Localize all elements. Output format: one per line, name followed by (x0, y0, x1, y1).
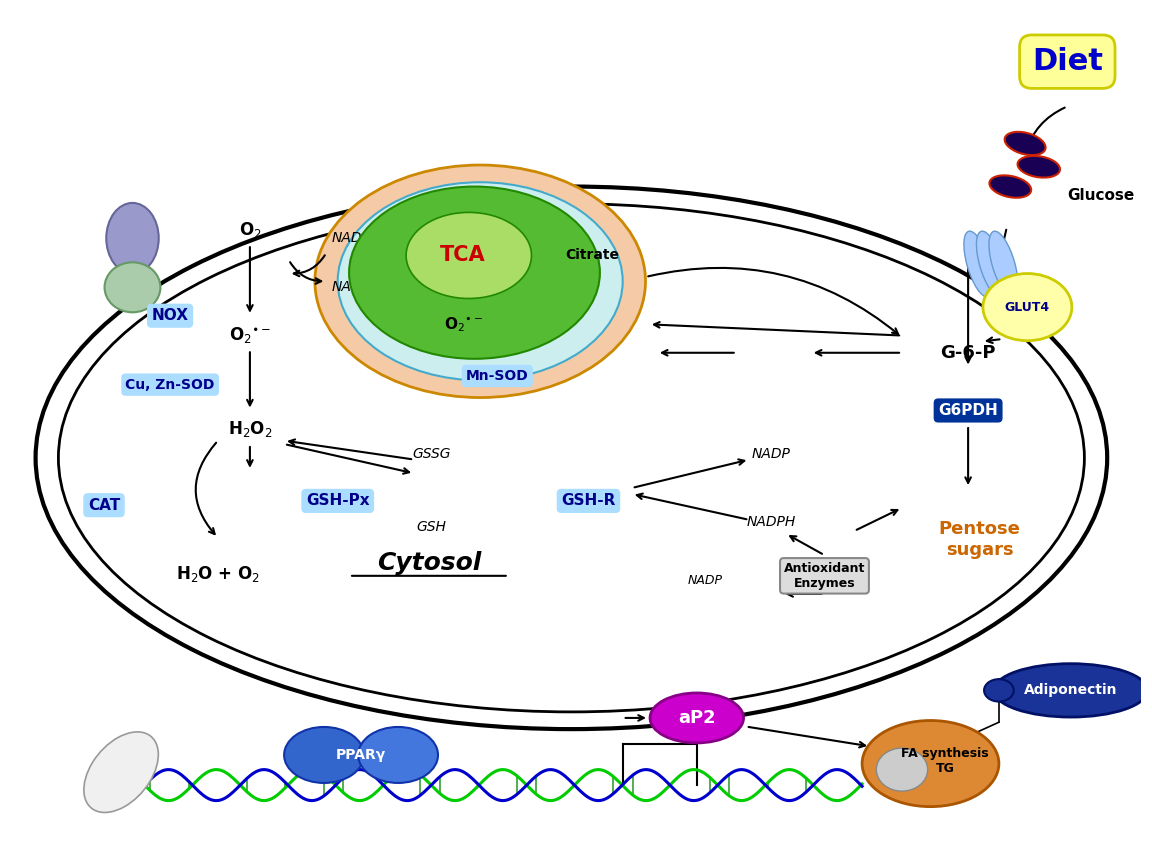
Ellipse shape (1005, 132, 1046, 156)
Text: H$_2$O$_2$: H$_2$O$_2$ (228, 419, 272, 440)
Ellipse shape (977, 232, 1006, 297)
Text: GSH-R: GSH-R (561, 493, 615, 508)
Text: Mn-SOD: Mn-SOD (465, 369, 529, 383)
Text: Cu, Zn-SOD: Cu, Zn-SOD (126, 378, 214, 391)
Text: G6PDH: G6PDH (938, 403, 998, 418)
Text: Antioxidant
Enzymes: Antioxidant Enzymes (783, 562, 865, 590)
Text: Glucose: Glucose (1067, 187, 1135, 203)
Text: PPARγ: PPARγ (335, 748, 386, 762)
Text: G-6-P: G-6-P (940, 344, 995, 362)
Circle shape (984, 679, 1014, 702)
Ellipse shape (358, 727, 438, 783)
Text: NADP: NADP (332, 280, 371, 295)
Text: GSH-Px: GSH-Px (306, 493, 370, 508)
Text: NADPH: NADPH (746, 516, 796, 530)
Text: O$_2$$^{\bullet-}$: O$_2$$^{\bullet-}$ (444, 315, 483, 334)
Ellipse shape (983, 274, 1071, 340)
Text: GSH: GSH (416, 520, 446, 534)
Ellipse shape (84, 732, 158, 812)
Ellipse shape (349, 187, 600, 359)
Text: NADP: NADP (751, 447, 790, 461)
Ellipse shape (105, 263, 160, 312)
Text: O$_2$: O$_2$ (238, 219, 262, 239)
Ellipse shape (314, 165, 645, 397)
Text: GLUT4: GLUT4 (1005, 301, 1049, 314)
Text: CAT: CAT (88, 498, 120, 512)
Ellipse shape (407, 213, 531, 298)
Ellipse shape (964, 232, 993, 297)
Ellipse shape (862, 721, 999, 807)
Text: FA synthesis
TG: FA synthesis TG (902, 747, 990, 775)
Ellipse shape (990, 175, 1031, 198)
Ellipse shape (338, 182, 623, 380)
Ellipse shape (1017, 156, 1060, 178)
Ellipse shape (285, 727, 364, 783)
Text: TCA: TCA (440, 245, 486, 264)
Text: Cytosol: Cytosol (377, 551, 482, 575)
Text: H$_2$O + O$_2$: H$_2$O + O$_2$ (176, 564, 260, 584)
Text: Pentose
sugars: Pentose sugars (939, 520, 1021, 559)
Text: GSSG: GSSG (412, 447, 450, 461)
Ellipse shape (988, 232, 1018, 297)
Ellipse shape (994, 664, 1147, 717)
Text: aP2: aP2 (679, 709, 715, 727)
Text: NADP: NADP (688, 574, 722, 587)
Text: Diet: Diet (1032, 48, 1102, 76)
Text: Citrate: Citrate (566, 248, 620, 262)
Text: Adiponectin: Adiponectin (1024, 683, 1117, 697)
Text: O$_2$$^{\bullet-}$: O$_2$$^{\bullet-}$ (229, 325, 271, 345)
Text: NADPH: NADPH (332, 232, 381, 245)
Ellipse shape (650, 693, 743, 743)
Text: NOX: NOX (152, 308, 189, 323)
Ellipse shape (877, 748, 927, 791)
Ellipse shape (106, 203, 159, 274)
